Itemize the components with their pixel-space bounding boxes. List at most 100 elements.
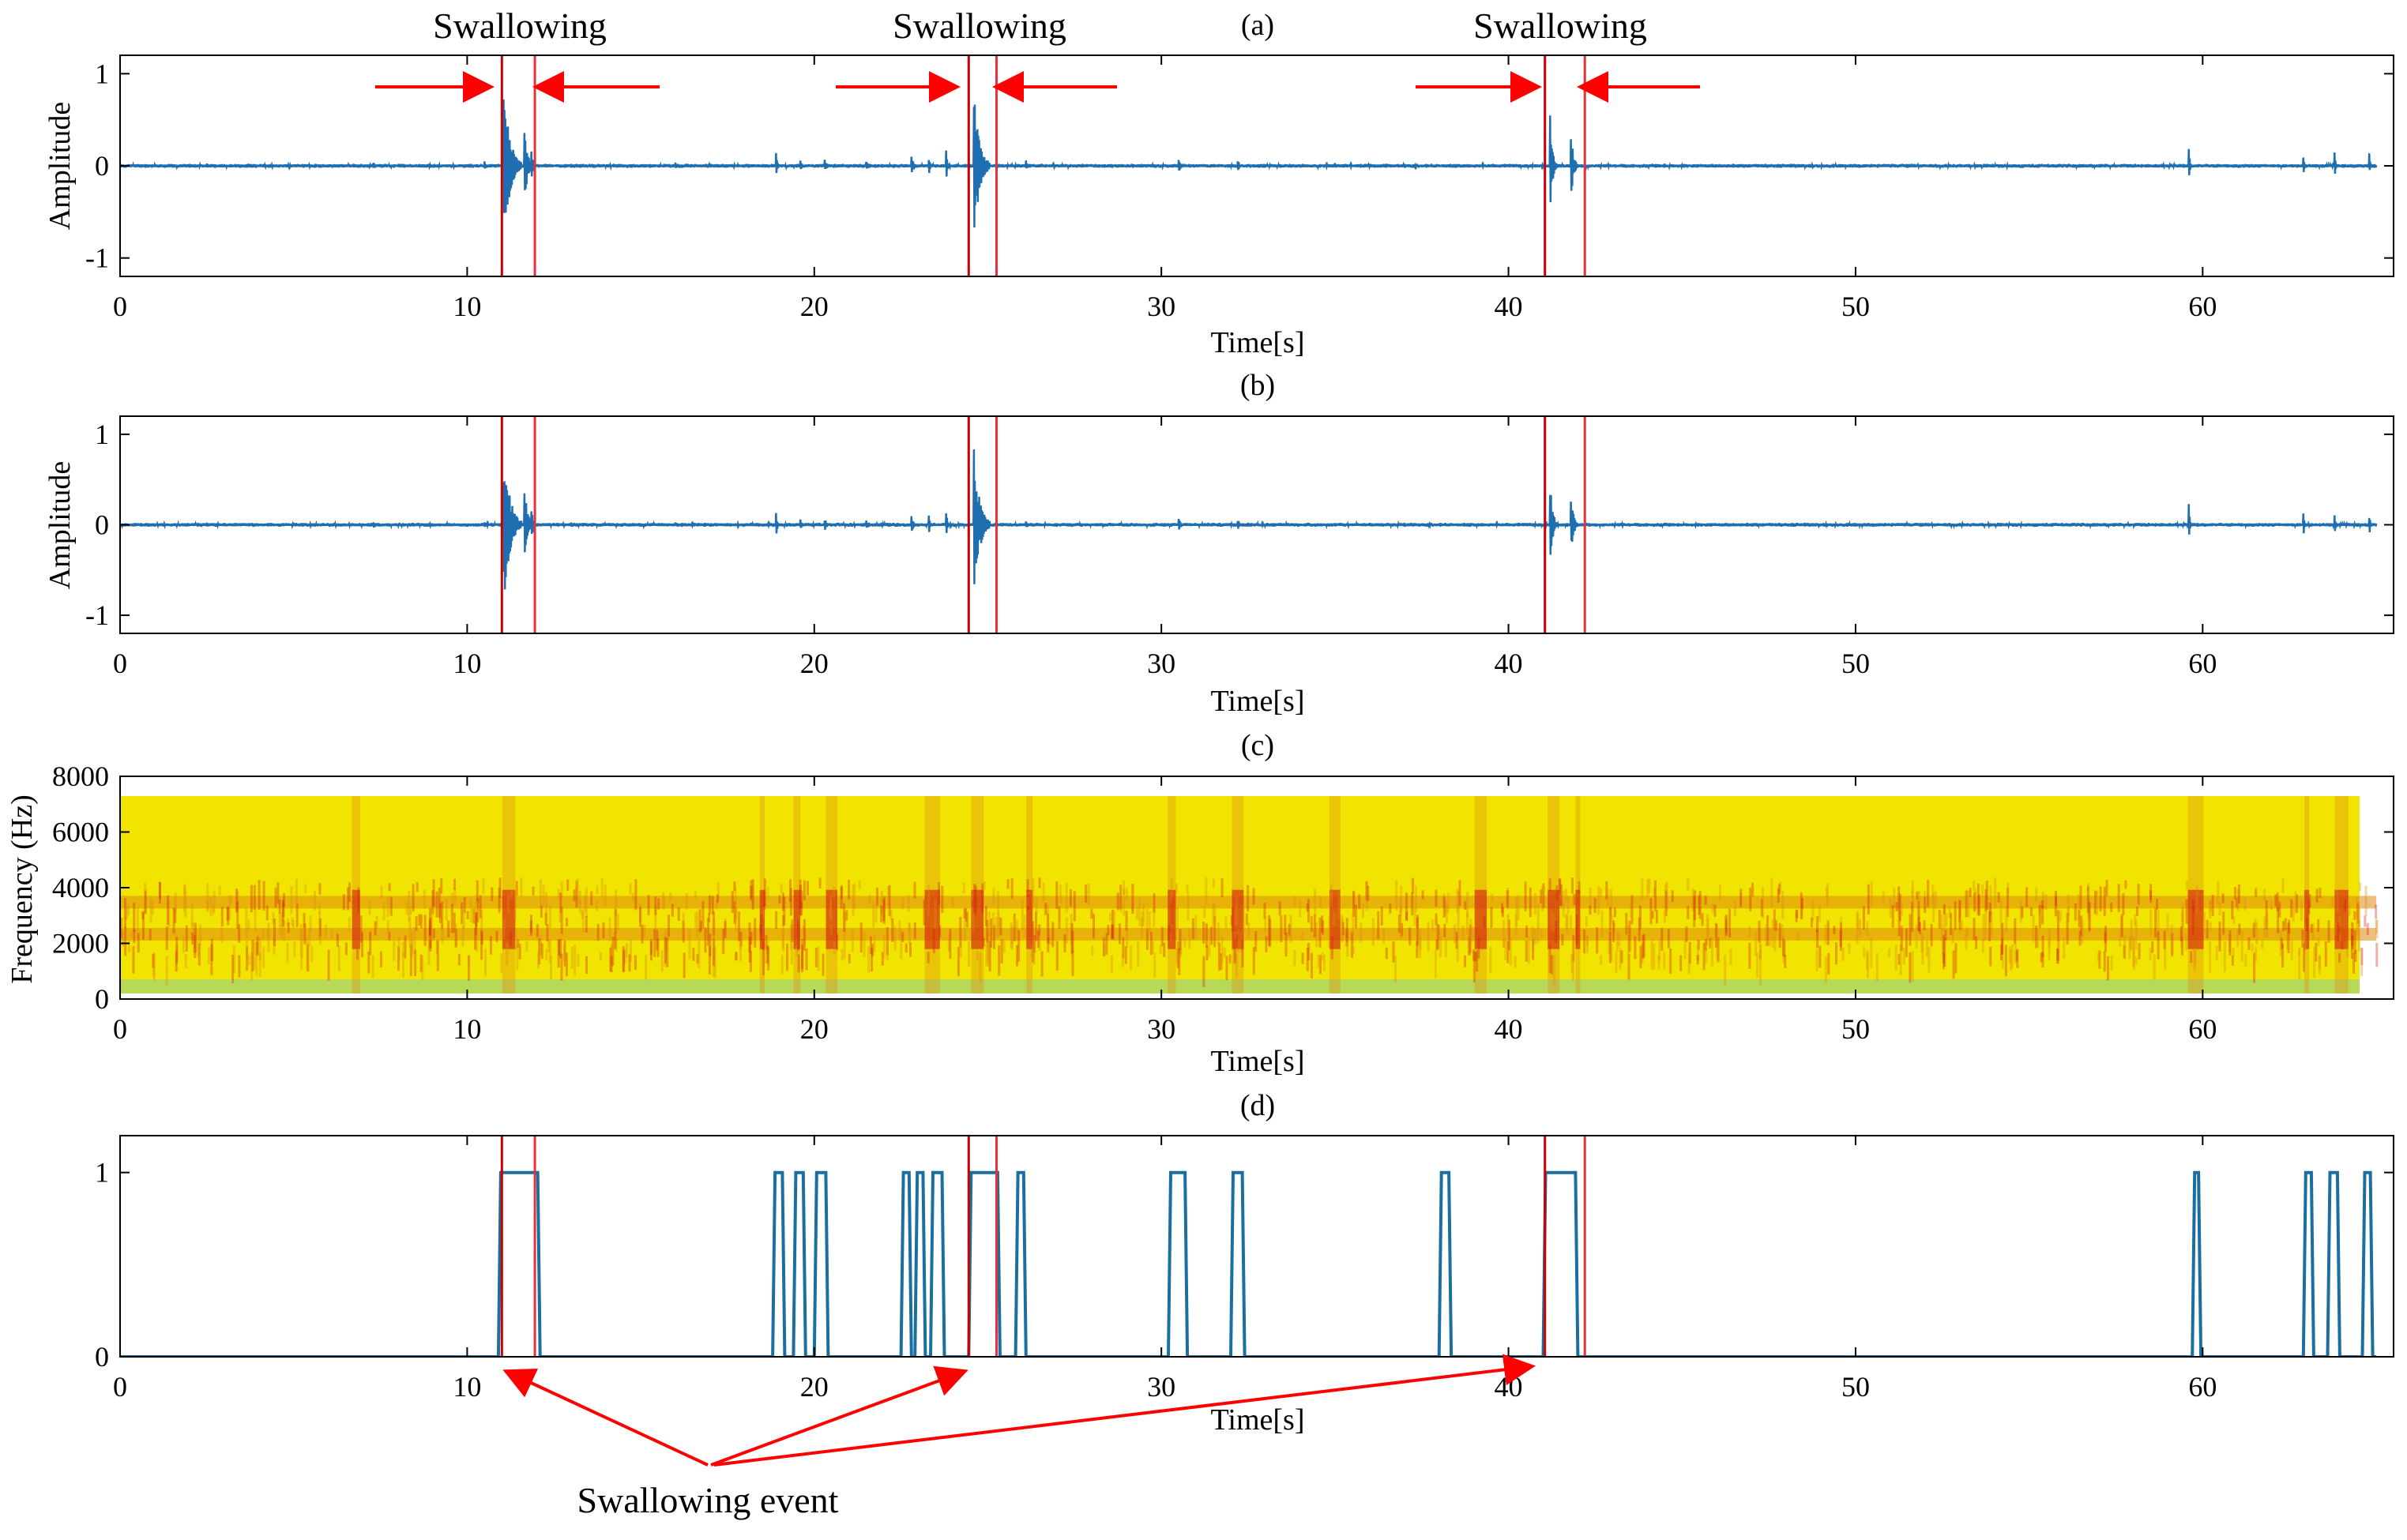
spectro-speckle <box>1152 940 1155 955</box>
spectro-speckle <box>2318 956 2321 970</box>
spectro-speckle <box>1870 937 1873 968</box>
spectro-speckle <box>1027 894 1030 911</box>
panel-b-signal-line <box>120 449 2378 590</box>
spectro-speckle <box>133 930 136 944</box>
spectro-speckle <box>2110 902 2113 913</box>
spectro-speckle <box>132 945 135 974</box>
spectro-speckle <box>2016 948 2019 968</box>
spectro-speckle <box>1371 918 1375 946</box>
spectro-speckle <box>273 939 276 955</box>
spectro-speckle <box>677 907 680 921</box>
spectro-speckle <box>1210 926 1213 945</box>
spectro-speckle <box>282 902 285 918</box>
spectro-speckle <box>1017 930 1021 962</box>
spectro-speckle <box>1354 904 1357 929</box>
spectro-speckle <box>149 928 152 941</box>
spectro-speckle <box>1687 906 1690 919</box>
spectro-speckle <box>247 919 250 930</box>
spectro-speckle <box>1464 955 1467 967</box>
spectro-speckle <box>1118 923 1121 945</box>
spectro-speckle <box>2038 904 2041 929</box>
spectro-speckle <box>1704 939 1707 951</box>
spectro-speckle <box>1465 912 1469 934</box>
spectro-speckle <box>639 903 642 923</box>
spectro-speckle <box>1729 948 1732 966</box>
spectro-speckle <box>1225 956 1228 980</box>
panel-a: (a) 0 10 20 30 40 50 60 10-1 Time[s] Amplitude… <box>43 6 2394 359</box>
spectro-speckle <box>2041 952 2044 968</box>
spectro-speckle <box>1608 931 1612 963</box>
spectro-speckle <box>2292 901 2295 922</box>
spectro-speckle <box>245 907 248 938</box>
spectro-speckle <box>2149 890 2153 903</box>
spectro-speckle <box>1999 901 2003 931</box>
spectro-speckle <box>303 912 306 928</box>
spectro-speckle <box>843 933 846 960</box>
spectro-speckle <box>236 890 239 911</box>
spectro-speckle <box>1306 903 1309 912</box>
spectro-speckle <box>538 937 541 964</box>
ytick-label: -1 <box>85 599 109 631</box>
spectro-speckle <box>2294 891 2297 914</box>
spectro-speckle <box>570 946 574 969</box>
spectro-speckle <box>799 902 803 916</box>
spectro-speckle <box>872 902 875 928</box>
spectro-speckle <box>441 924 444 944</box>
spectro-speckle <box>2308 894 2311 907</box>
spectro-speckle <box>1038 924 1041 936</box>
spectro-speckle <box>999 918 1002 936</box>
spectro-speckle <box>1657 955 1660 970</box>
spectro-speckle <box>1900 904 1903 916</box>
spectro-speckle <box>781 892 784 911</box>
spectro-speckle <box>2195 885 2198 914</box>
spectro-speckle <box>1013 913 1016 942</box>
spectro-speckle <box>476 934 479 952</box>
spectro-speckle <box>2331 896 2334 908</box>
spectro-speckle <box>908 922 911 934</box>
spectro-speckle <box>694 912 698 928</box>
spectro-speckle <box>1002 941 1006 953</box>
spectro-speckle <box>2099 886 2102 912</box>
spectro-speckle <box>1058 906 1061 930</box>
spectro-speckle <box>716 894 719 903</box>
spectro-speckle <box>614 932 617 949</box>
spectro-speckle <box>1660 927 1664 951</box>
spectro-speckle <box>1564 888 1567 903</box>
spectro-speckle <box>212 905 215 915</box>
spectro-speckle <box>1641 878 1644 900</box>
spectro-speckle <box>1716 928 1719 959</box>
spectrogram-speckle <box>120 877 2379 987</box>
spectro-speckle <box>1049 936 1052 945</box>
spectro-speckle <box>286 942 289 963</box>
spectro-speckle <box>1490 907 1493 928</box>
spectro-speckle <box>2366 922 2369 936</box>
spectro-speckle <box>1466 892 1469 918</box>
spectro-speckle <box>1141 911 1144 926</box>
spectro-speckle <box>1833 926 1836 934</box>
spectro-speckle <box>1552 912 1555 933</box>
spectro-speckle <box>1032 878 1035 903</box>
spectro-speckle <box>344 942 348 956</box>
spectro-speckle <box>2353 930 2356 954</box>
xtick-label: 10 <box>453 291 481 322</box>
spectro-speckle <box>2194 947 2197 966</box>
ytick-label: 1 <box>95 58 109 89</box>
spectro-speckle <box>2375 904 2378 919</box>
spectro-speckle <box>701 901 705 929</box>
spectro-speckle <box>1461 925 1465 941</box>
spectro-speckle <box>1033 935 1036 953</box>
spectro-speckle <box>2019 900 2022 923</box>
spectro-speckle <box>1911 950 1914 982</box>
spectro-speckle <box>2281 937 2284 949</box>
spectro-speckle <box>971 890 974 901</box>
spectro-speckle <box>210 944 213 975</box>
spectro-speckle <box>2066 913 2069 945</box>
spectro-speckle <box>193 928 196 953</box>
spectro-speckle <box>419 954 423 972</box>
spectro-speckle <box>2279 930 2282 956</box>
spectro-speckle <box>416 881 419 892</box>
spectro-speckle <box>974 885 977 915</box>
spectro-speckle <box>290 885 293 915</box>
spectro-speckle <box>1123 880 1126 896</box>
spectro-speckle <box>1620 950 1623 963</box>
